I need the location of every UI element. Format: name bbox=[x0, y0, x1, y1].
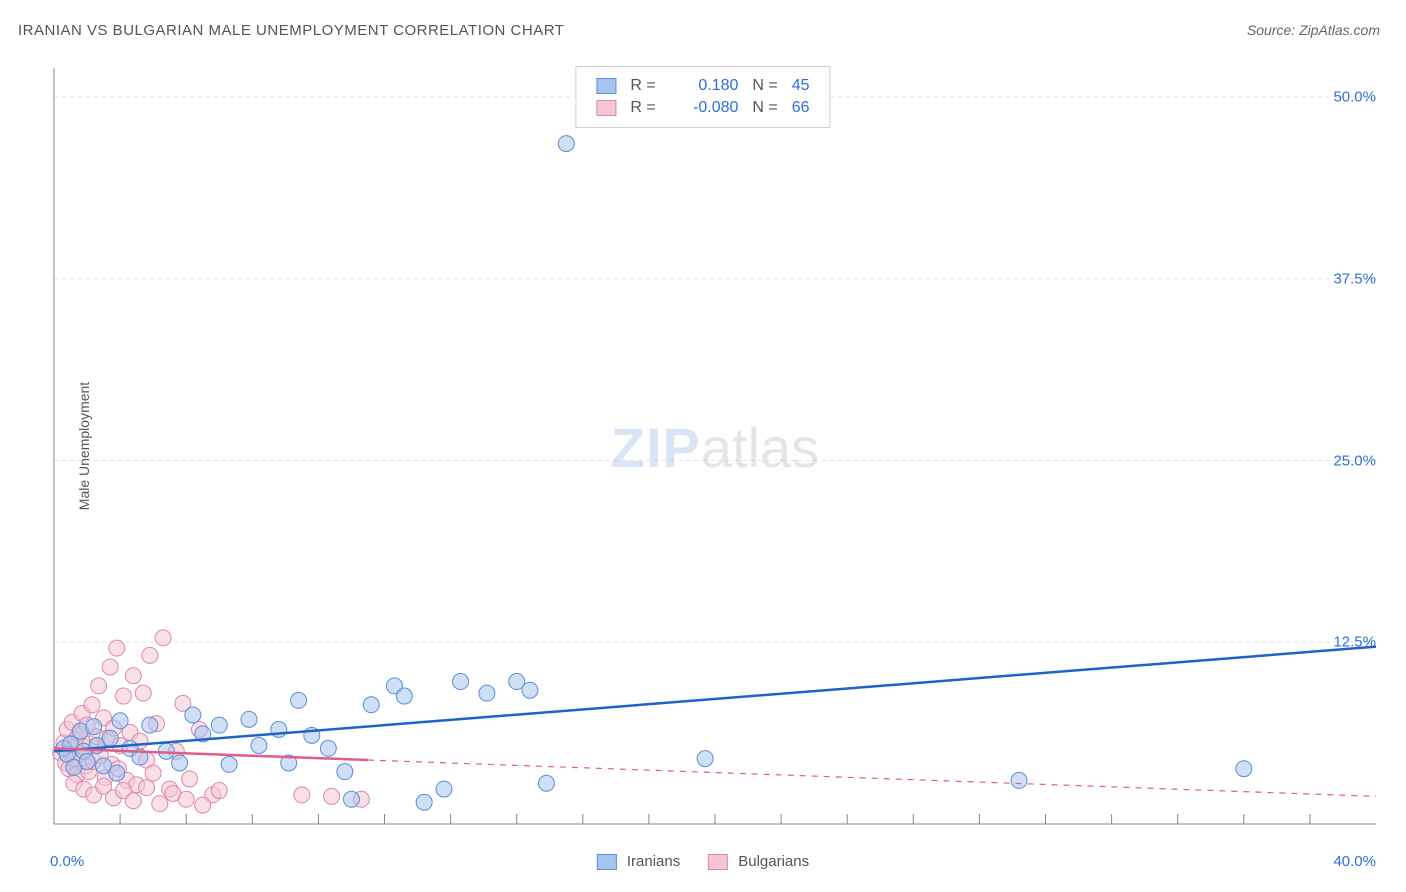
r-label: R = bbox=[630, 77, 664, 95]
stats-legend: R = 0.180 N = 45 R = -0.080 N = 66 bbox=[575, 66, 830, 128]
x-axis-min: 0.0% bbox=[50, 853, 84, 870]
legend-item-iranians: Iranians bbox=[597, 853, 680, 870]
swatch-iranians bbox=[596, 78, 616, 94]
legend-item-bulgarians: Bulgarians bbox=[708, 853, 809, 870]
x-axis-max: 40.0% bbox=[1333, 853, 1376, 870]
chart-container: { "title": "IRANIAN VS BULGARIAN MALE UN… bbox=[0, 0, 1406, 892]
chart-svg bbox=[50, 64, 1380, 854]
swatch-iranians bbox=[597, 854, 617, 870]
chart-title: IRANIAN VS BULGARIAN MALE UNEMPLOYMENT C… bbox=[18, 22, 564, 39]
n-value-bulgarians: 66 bbox=[792, 99, 810, 117]
source-label: Source: ZipAtlas.com bbox=[1247, 22, 1380, 38]
swatch-bulgarians bbox=[596, 100, 616, 116]
r-value-iranians: 0.180 bbox=[678, 77, 738, 95]
plot-area: ZIPatlas bbox=[50, 64, 1380, 854]
stats-row-bulgarians: R = -0.080 N = 66 bbox=[596, 97, 809, 119]
swatch-bulgarians bbox=[708, 854, 728, 870]
legend-label-bulgarians: Bulgarians bbox=[738, 853, 809, 870]
r-value-bulgarians: -0.080 bbox=[678, 99, 738, 117]
n-label: N = bbox=[752, 77, 777, 95]
y-tick-label: 25.0% bbox=[1333, 452, 1376, 469]
r-label: R = bbox=[630, 99, 664, 117]
legend-label-iranians: Iranians bbox=[627, 853, 680, 870]
stats-row-iranians: R = 0.180 N = 45 bbox=[596, 75, 809, 97]
series-legend: Iranians Bulgarians bbox=[597, 853, 809, 870]
y-tick-label: 12.5% bbox=[1333, 634, 1376, 651]
n-label: N = bbox=[752, 99, 777, 117]
y-tick-label: 37.5% bbox=[1333, 270, 1376, 287]
n-value-iranians: 45 bbox=[792, 77, 810, 95]
y-tick-label: 50.0% bbox=[1333, 89, 1376, 106]
